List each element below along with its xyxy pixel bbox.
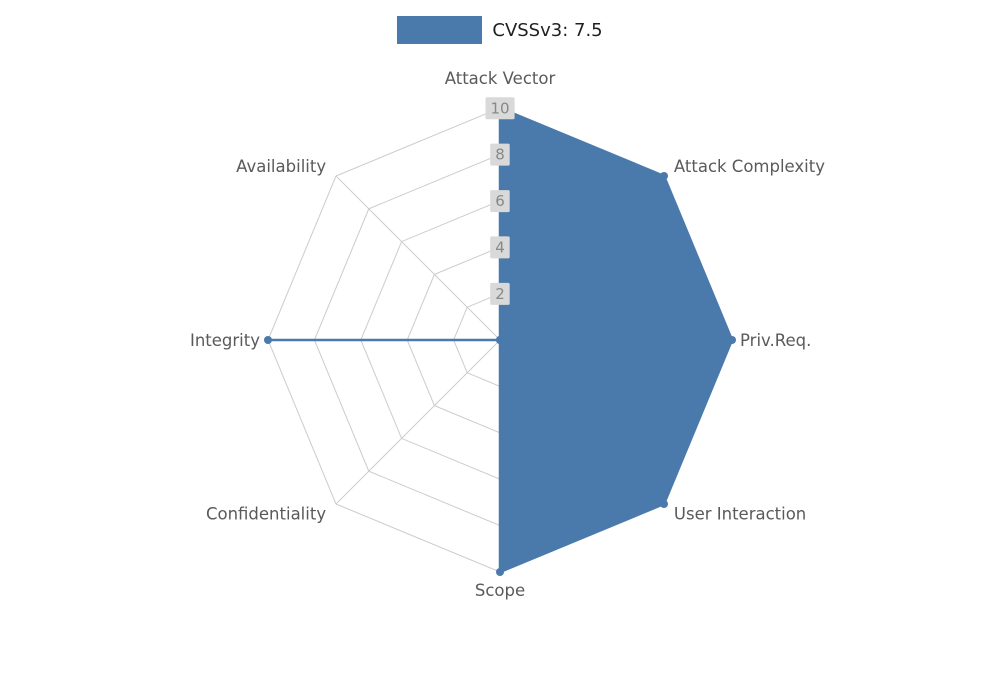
series-marker [660,172,668,180]
series-marker [264,336,272,344]
grid-spoke [335,339,501,505]
axis-label: Attack Complexity [674,157,825,176]
axis-label: Attack Vector [445,69,556,88]
axis-label: Integrity [190,331,260,350]
radial-tick-box [490,282,510,305]
series-marker [496,336,504,344]
series-marker [660,500,668,508]
series-marker [496,568,504,576]
radial-tick-box [490,190,510,213]
axis-label: Priv.Req. [740,331,811,350]
axis-label: Confidentiality [206,505,326,524]
radial-tick-label: 10 [490,99,509,117]
radial-tick-box [490,236,510,259]
radial-tick-box [485,97,515,120]
radial-tick-label: 2 [495,285,505,303]
radial-tick-box [490,143,510,166]
grid-spoke [335,175,501,341]
axis-label: Scope [475,581,525,600]
axis-label: User Interaction [674,505,806,524]
radial-tick-label: 8 [495,146,505,164]
radial-tick-label: 6 [495,192,505,210]
series-marker [728,336,736,344]
axis-label: Availability [236,157,326,176]
radial-tick-label: 4 [495,238,505,256]
